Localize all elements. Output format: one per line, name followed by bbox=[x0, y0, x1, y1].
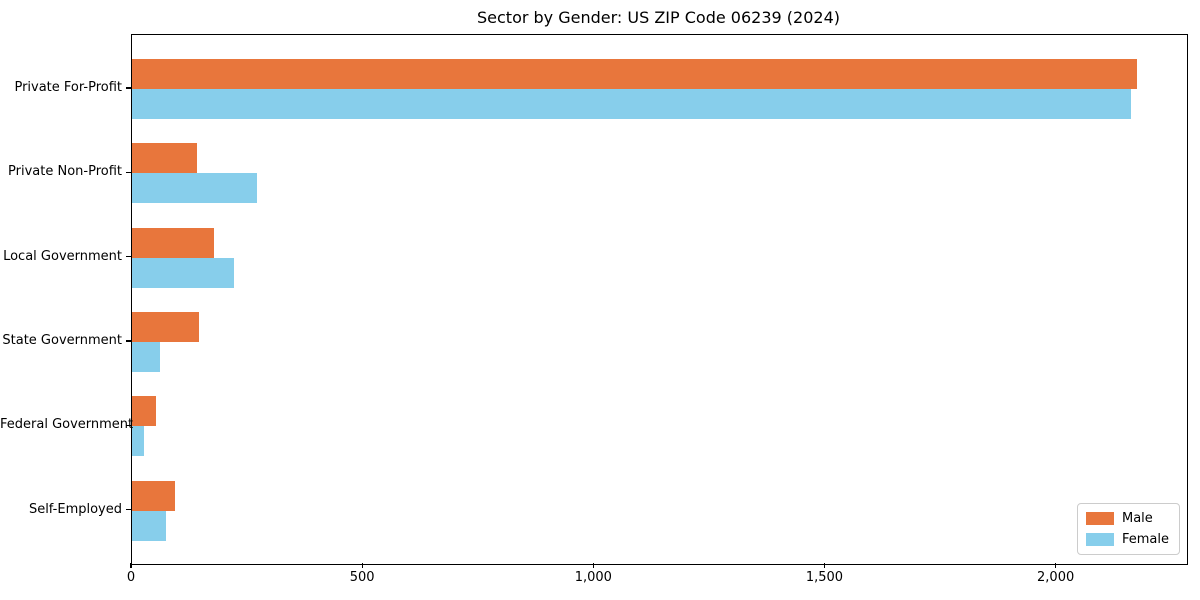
xtick-mark-1-000 bbox=[592, 563, 594, 568]
xtick-label-0: 0 bbox=[126, 570, 136, 585]
ytick-mark-private-for-profit bbox=[126, 87, 131, 89]
ytick-mark-private-non-profit bbox=[126, 171, 131, 173]
xtick-mark-500 bbox=[361, 563, 363, 568]
bar-male-self-employed bbox=[132, 480, 175, 511]
legend: Male Female bbox=[1076, 503, 1180, 555]
ytick-mark-self-employed bbox=[126, 509, 131, 511]
bar-male-federal-government bbox=[132, 396, 156, 427]
xtick-mark-2-000 bbox=[1055, 563, 1057, 568]
ytick-label-federal-government: Federal Government bbox=[0, 417, 134, 433]
ytick-mark-local-government bbox=[126, 256, 131, 258]
bar-female-private-non-profit bbox=[132, 173, 257, 204]
xtick-label-1-500: 1,500 bbox=[805, 570, 844, 585]
legend-item-female: Female bbox=[1085, 532, 1169, 547]
bar-female-private-for-profit bbox=[132, 89, 1131, 119]
ytick-mark-federal-government bbox=[126, 424, 131, 427]
bar-male-private-non-profit bbox=[132, 143, 198, 174]
legend-label-male: Male bbox=[1121, 511, 1153, 526]
ytick-mark-state-government bbox=[126, 340, 131, 342]
xtick-label-2-000: 2,000 bbox=[1037, 570, 1075, 585]
legend-label-female: Female bbox=[1121, 532, 1169, 547]
ytick-label-private-non-profit: Private Non-Profit bbox=[8, 164, 122, 180]
bar-male-local-government bbox=[132, 227, 214, 258]
xtick-mark-0 bbox=[130, 563, 132, 568]
bar-male-state-government bbox=[132, 312, 199, 343]
bar-female-self-employed bbox=[132, 510, 167, 541]
bar-male-private-for-profit bbox=[132, 59, 1137, 89]
ytick-label-self-employed: Self-Employed bbox=[28, 501, 122, 517]
chart-title: Sector by Gender: US ZIP Code 06239 (202… bbox=[477, 8, 840, 27]
xtick-mark-1-500 bbox=[823, 563, 826, 568]
legend-item-male: Male bbox=[1085, 511, 1169, 526]
ytick-label-private-for-profit: Private For-Profit bbox=[14, 80, 122, 95]
plot-area bbox=[131, 34, 1188, 565]
legend-swatch-male-icon bbox=[1085, 512, 1114, 525]
bar-female-local-government bbox=[132, 257, 235, 288]
ytick-label-state-government: State Government bbox=[2, 333, 122, 349]
legend-swatch-female-icon bbox=[1085, 533, 1114, 546]
xtick-label-1-000: 1,000 bbox=[574, 570, 612, 585]
bar-female-federal-government bbox=[132, 426, 144, 457]
bar-female-state-government bbox=[132, 342, 161, 373]
ytick-label-local-government: Local Government bbox=[3, 248, 122, 264]
xtick-label-500: 500 bbox=[349, 570, 375, 585]
